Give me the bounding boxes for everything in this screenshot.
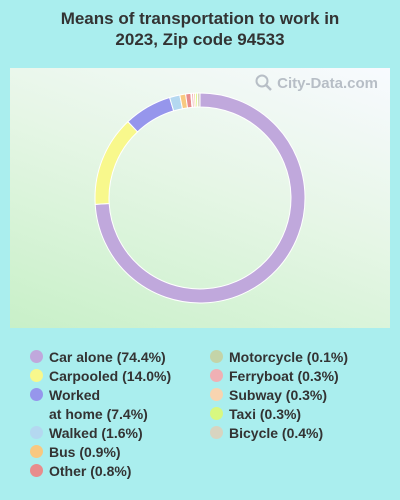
legend-label: Ferryboat (0.3%) [229,368,339,384]
watermark-text: City-Data.com [277,74,378,92]
legend-label: Motorcycle (0.1%) [229,349,349,365]
donut-slice-bicycle [196,92,201,108]
donut-slice-worked-at-home [127,96,175,133]
legend-label: Bus (0.9%) [49,444,121,460]
plot-area: City-Data.com [10,68,390,328]
donut-chart [94,92,306,304]
legend-column-left: Car alone (74.4%) Carpooled (14.0%) Worked… [30,348,171,481]
legend-label: Car alone (74.4%) [49,349,166,365]
chart-title: Means of transportation to work in 2023,… [0,8,400,50]
legend-label: Taxi (0.3%) [229,406,302,422]
legend-item: Motorcycle (0.1%) [210,348,348,367]
legend-label: Carpooled (14.0%) [49,368,172,384]
legend-item: Bus (0.9%) [30,443,171,462]
donut-slice-carpooled [94,120,139,205]
magnifier-icon [255,74,273,91]
legend-item: Bicycle (0.4%) [210,424,348,443]
legend-label: Worked at home (7.4%) [49,387,148,422]
legend-swatch-icon [210,369,223,382]
legend-swatch-icon [210,407,223,420]
legend-swatch-icon [210,426,223,439]
legend-item: Worked at home (7.4%) [30,386,171,424]
legend-label: Walked (1.6%) [49,425,143,441]
legend-label: Bicycle (0.4%) [229,425,324,441]
legend-swatch-icon [30,369,43,382]
legend-swatch-icon [210,350,223,363]
legend-swatch-icon [210,388,223,401]
legend-item: Ferryboat (0.3%) [210,367,348,386]
legend-item: Taxi (0.3%) [210,405,348,424]
legend-column-right: Motorcycle (0.1%) Ferryboat (0.3%) Subway … [210,348,348,443]
chart-title-line-1: Means of transportation to work in [60,9,340,28]
legend-item: Other (0.8%) [30,462,171,481]
chart-title-line-2: 2023, Zip code 94533 [115,30,285,49]
legend-item: Walked (1.6%) [30,424,171,443]
legend-label: Other (0.8%) [49,463,132,479]
watermark: City-Data.com [255,74,378,92]
legend-swatch-icon [30,464,43,477]
legend-item: Carpooled (14.0%) [30,367,171,386]
legend-swatch-icon [30,445,43,458]
legend-swatch-icon [30,388,43,401]
legend-item: Car alone (74.4%) [30,348,171,367]
legend-swatch-icon [30,350,43,363]
legend-label: Subway (0.3%) [229,387,328,403]
legend-swatch-icon [30,426,43,439]
legend-item: Subway (0.3%) [210,386,348,405]
